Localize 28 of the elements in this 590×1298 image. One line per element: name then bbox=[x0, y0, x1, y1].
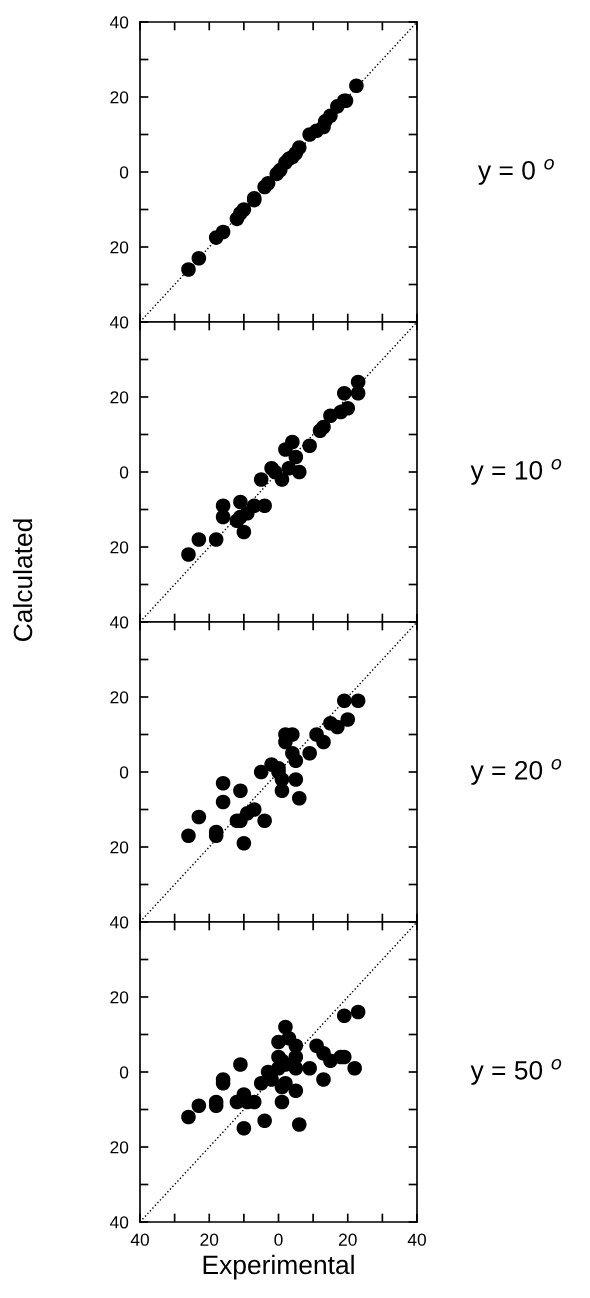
text: y = 50 $^{o}$ bbox=[470, 1058, 562, 1085]
y-tick-label: 40 bbox=[109, 16, 129, 29]
text: y = 0 $^{o}$ bbox=[477, 158, 554, 185]
x-tick-label: 40 bbox=[407, 1233, 426, 1246]
x-tick-label: 20 bbox=[338, 1233, 357, 1246]
x-tick-label: 20 bbox=[200, 1233, 219, 1246]
y-tick-label: 20 bbox=[110, 541, 129, 554]
y-axis-title: Calculated bbox=[12, 519, 33, 641]
y-tick-label: 0 bbox=[119, 1066, 129, 1079]
y-tick-label: 20 bbox=[110, 241, 129, 254]
y-tick-label: 20 bbox=[110, 841, 129, 854]
y-tick-label: 40 bbox=[109, 316, 129, 329]
y-tick-label: 20 bbox=[110, 1141, 129, 1154]
y-tick-label: 20 bbox=[110, 991, 129, 1004]
text: y = 10 $^{o}$ bbox=[470, 458, 562, 485]
x-tick-label: 40 bbox=[130, 1233, 149, 1246]
y-tick-label: 40 bbox=[109, 616, 129, 629]
y-tick-label: 0 bbox=[119, 766, 129, 779]
text: y = 20 $^{o}$ bbox=[470, 758, 562, 785]
x-tick-label: 0 bbox=[274, 1233, 283, 1246]
y-tick-label: 0 bbox=[119, 466, 129, 479]
y-tick-label: 20 bbox=[110, 391, 129, 404]
x-axis-title: Experimental bbox=[203, 1254, 354, 1280]
y-tick-label: 20 bbox=[110, 691, 129, 704]
y-tick-label: 40 bbox=[109, 916, 129, 929]
y-tick-label: 40 bbox=[109, 1216, 129, 1229]
y-tick-label: 0 bbox=[119, 166, 129, 179]
y-tick-label: 20 bbox=[110, 91, 129, 104]
